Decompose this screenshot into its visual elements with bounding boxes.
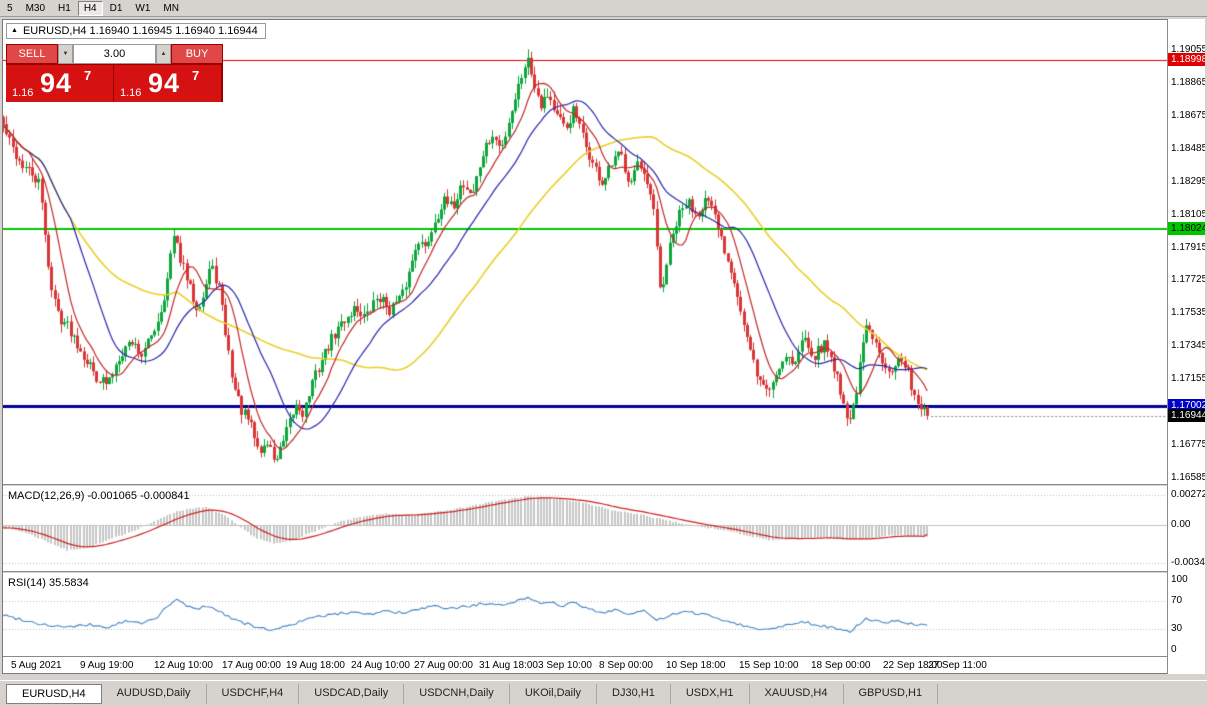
price-tick-label: 1.17535 xyxy=(1171,307,1207,318)
timeframe-h4[interactable]: H4 xyxy=(77,0,103,16)
timeframe-w1[interactable]: W1 xyxy=(135,2,151,14)
tab-ukoil-daily[interactable]: UKOil,Daily xyxy=(510,683,598,704)
quote-row: 1.16 94 7 1.16 94 7 xyxy=(6,65,223,102)
tab-xauusd-h4[interactable]: XAUUSD,H4 xyxy=(750,683,844,704)
tab-usdchf-h4[interactable]: USDCHF,H4 xyxy=(207,683,300,704)
macd-panel-canvas[interactable] xyxy=(3,487,1167,571)
timeframe-d1[interactable]: D1 xyxy=(109,2,123,14)
time-label: 5 Aug 2021 xyxy=(11,660,62,671)
volume-input[interactable]: 3.00 xyxy=(73,44,156,64)
chart-tabs-bar: EURUSD,H4 AUDUSD,Daily USDCHF,H4 USDCAD,Dai… xyxy=(0,680,1207,706)
price-tick-label: 1.16775 xyxy=(1171,439,1207,450)
timeframe-mn[interactable]: MN xyxy=(163,2,179,14)
time-label: 18 Sep 00:00 xyxy=(811,660,871,671)
price-axis[interactable]: 1.19055 1.18865 1.18675 1.18485 1.18295 1.181… xyxy=(1167,19,1207,674)
ask-prefix: 1.16 xyxy=(120,87,142,99)
time-label: 9 Aug 19:00 xyxy=(80,660,134,671)
collapse-triangle-icon[interactable]: ▲ xyxy=(11,27,18,34)
bid-quote[interactable]: 1.16 94 7 xyxy=(6,65,113,102)
price-tick-label: 1.16585 xyxy=(1171,472,1207,483)
sell-button[interactable]: SELL xyxy=(6,44,58,64)
time-label: 19 Aug 18:00 xyxy=(286,660,345,671)
time-label: 24 Aug 10:00 xyxy=(351,660,410,671)
price-tick-label: 1.19055 xyxy=(1171,44,1207,55)
rsi-axis-label: 30 xyxy=(1171,623,1183,634)
price-tick-label: 1.17915 xyxy=(1171,242,1207,253)
time-axis[interactable]: 5 Aug 2021 9 Aug 19:00 12 Aug 10:00 17 Aug … xyxy=(3,656,1167,673)
timeframe-5[interactable]: 5 xyxy=(7,2,13,14)
panel-separator[interactable] xyxy=(3,571,1167,574)
buy-button[interactable]: BUY xyxy=(171,44,223,64)
ask-quote[interactable]: 1.16 94 7 xyxy=(114,65,221,102)
price-badge: 1.16944 xyxy=(1168,409,1207,422)
rsi-axis-label: 100 xyxy=(1171,574,1188,585)
price-tick-label: 1.18295 xyxy=(1171,176,1207,187)
tab-usdcnh-daily[interactable]: USDCNH,Daily xyxy=(404,683,510,704)
bid-pips: 94 xyxy=(40,68,73,98)
macd-axis-label: 0.00 xyxy=(1171,519,1191,530)
panel-separator[interactable] xyxy=(3,484,1167,487)
ask-pips: 94 xyxy=(148,68,181,98)
chart-symbol-header: ▲ EURUSD,H4 1.16940 1.16945 1.16940 1.16… xyxy=(6,23,266,39)
price-badge: 1.17002 xyxy=(1168,399,1207,412)
volume-decrease-button[interactable]: ▼ xyxy=(58,44,73,64)
timeframe-h1[interactable]: H1 xyxy=(58,2,71,14)
macd-indicator-label: MACD(12,26,9) -0.001065 -0.000841 xyxy=(8,490,190,502)
tab-usdx-h1[interactable]: USDX,H1 xyxy=(671,683,750,704)
price-badge: 1.18998 xyxy=(1168,53,1207,66)
price-tick-label: 1.17155 xyxy=(1171,373,1207,384)
time-label: 17 Aug 00:00 xyxy=(222,660,281,671)
tab-gbpusd-h1[interactable]: GBPUSD,H1 xyxy=(844,683,939,704)
price-tick-label: 1.17345 xyxy=(1171,340,1207,351)
price-badge: 1.18024 xyxy=(1168,222,1207,235)
time-label: 10 Sep 18:00 xyxy=(666,660,726,671)
time-label: 15 Sep 10:00 xyxy=(739,660,799,671)
one-click-trading-panel: SELL ▼ 3.00 ▲ BUY 1.16 94 7 1.16 94 7 xyxy=(6,44,223,102)
rsi-indicator-label: RSI(14) 35.5834 xyxy=(8,577,89,589)
time-label: 27 Sep 11:00 xyxy=(928,660,987,671)
macd-axis-label: -0.00345 xyxy=(1171,557,1207,568)
timeframe-m30[interactable]: M30 xyxy=(25,2,46,14)
rsi-axis-label: 0 xyxy=(1171,644,1177,655)
time-label: 12 Aug 10:00 xyxy=(154,660,213,671)
price-tick-label: 1.18865 xyxy=(1171,77,1207,88)
tab-audusd-daily[interactable]: AUDUSD,Daily xyxy=(102,683,207,704)
bid-point: 7 xyxy=(84,68,92,83)
tab-dj30-h1[interactable]: DJ30,H1 xyxy=(597,683,671,704)
tab-usdcad-daily[interactable]: USDCAD,Daily xyxy=(299,683,405,704)
window-edge xyxy=(1205,19,1207,674)
price-tick-label: 1.18485 xyxy=(1171,143,1207,154)
bid-prefix: 1.16 xyxy=(12,87,34,99)
trade-controls-row: SELL ▼ 3.00 ▲ BUY xyxy=(6,44,223,64)
tab-eurusd-h4[interactable]: EURUSD,H4 xyxy=(6,683,102,704)
price-tick-label: 1.17725 xyxy=(1171,274,1207,285)
time-label: 8 Sep 00:00 xyxy=(599,660,653,671)
price-tick-label: 1.18105 xyxy=(1171,209,1207,220)
volume-increase-button[interactable]: ▲ xyxy=(156,44,171,64)
time-label: 31 Aug 18:00 xyxy=(479,660,538,671)
time-label: 3 Sep 10:00 xyxy=(538,660,592,671)
macd-axis-label: 0.002726 xyxy=(1171,489,1207,500)
time-label: 22 Sep 18:00 xyxy=(883,660,943,671)
time-label: 27 Aug 00:00 xyxy=(414,660,473,671)
ohlc-readout: EURUSD,H4 1.16940 1.16945 1.16940 1.1694… xyxy=(22,25,258,37)
timeframe-toolbar: 5 M30 H1 H4 D1 W1 MN xyxy=(0,0,1207,17)
ask-point: 7 xyxy=(192,68,200,83)
rsi-panel-canvas[interactable] xyxy=(3,574,1167,654)
price-tick-label: 1.18675 xyxy=(1171,110,1207,121)
rsi-axis-label: 70 xyxy=(1171,595,1183,606)
